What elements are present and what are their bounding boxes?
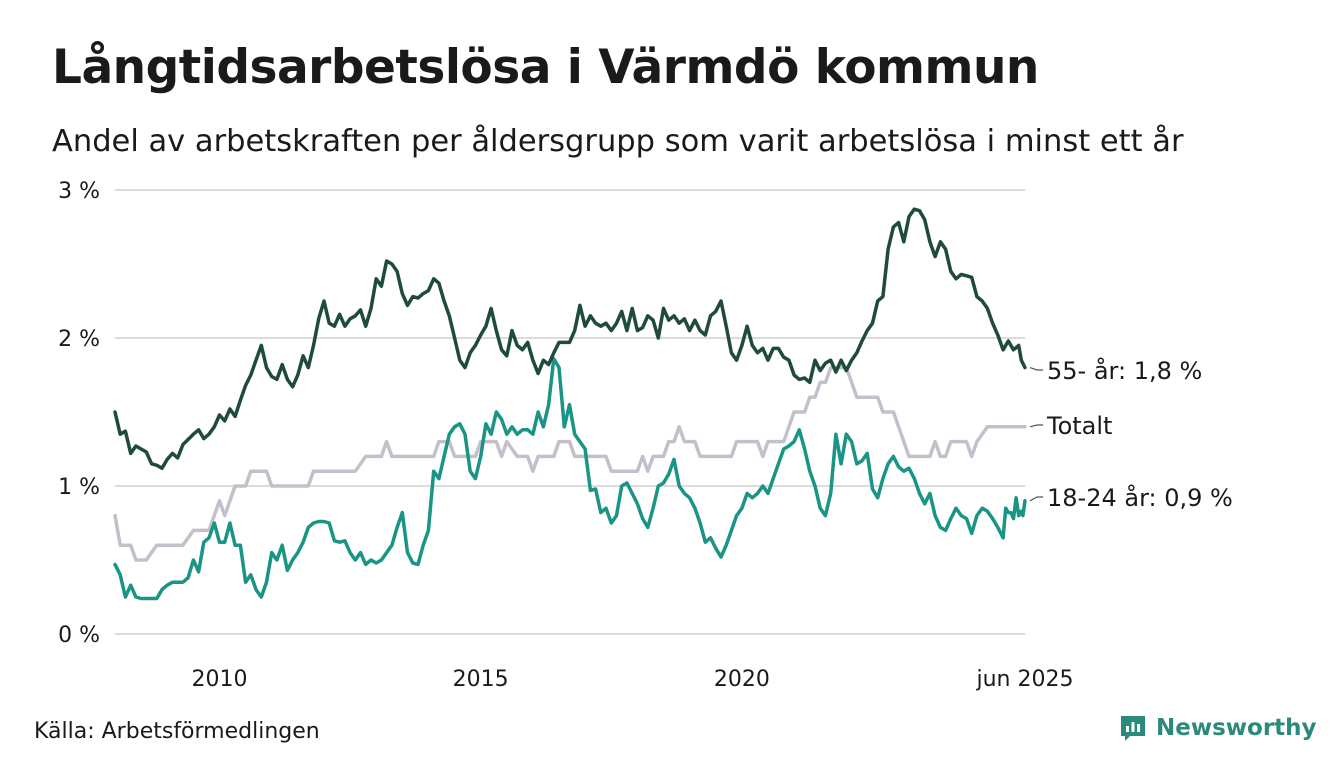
brand-logo[interactable]: Newsworthy bbox=[1118, 713, 1317, 743]
chart-title: Långtidsarbetslösa i Värmdö kommun bbox=[52, 40, 1039, 95]
series-line-0 bbox=[113, 207, 1027, 470]
x-tick-label: 2015 bbox=[453, 667, 509, 692]
series-end-label: Totalt bbox=[1046, 412, 1112, 440]
y-tick-label: 0 % bbox=[58, 623, 100, 648]
chart-subtitle: Andel av arbetskraften per åldersgrupp s… bbox=[52, 124, 1184, 159]
source-note: Källa: Arbetsförmedlingen bbox=[34, 719, 320, 744]
label-connector-2 bbox=[1029, 496, 1043, 502]
y-tick-label: 3 % bbox=[58, 179, 100, 204]
series-lines bbox=[113, 207, 1027, 601]
series-end-label: 55- år: 1,8 % bbox=[1047, 356, 1202, 385]
x-tick-label: 2020 bbox=[714, 667, 770, 692]
x-tick-label: jun 2025 bbox=[976, 667, 1074, 692]
newsworthy-logo-icon bbox=[1121, 716, 1145, 741]
series-end-labels: 55- år: 1,8 % Totalt 18-24 år: 0,9 % bbox=[1029, 356, 1233, 512]
y-tick-label: 2 % bbox=[58, 327, 100, 352]
series-line-1 bbox=[113, 365, 1027, 562]
series-line-2 bbox=[113, 356, 1027, 601]
y-tick-label: 1 % bbox=[58, 475, 100, 500]
x-axis-ticks: 2010 2015 2020 jun 2025 bbox=[191, 667, 1073, 692]
label-connector-0 bbox=[1029, 367, 1043, 371]
y-axis-ticks: 0 % 1 % 2 % 3 % bbox=[58, 179, 100, 648]
line-chart: 0 % 1 % 2 % 3 % 2010 2015 2020 jun 2025 55- år… bbox=[58, 179, 1233, 692]
label-connector-1 bbox=[1029, 424, 1043, 428]
series-end-label: 18-24 år: 0,9 % bbox=[1047, 483, 1233, 512]
brand-name: Newsworthy bbox=[1156, 715, 1317, 741]
x-tick-label: 2010 bbox=[191, 667, 247, 692]
